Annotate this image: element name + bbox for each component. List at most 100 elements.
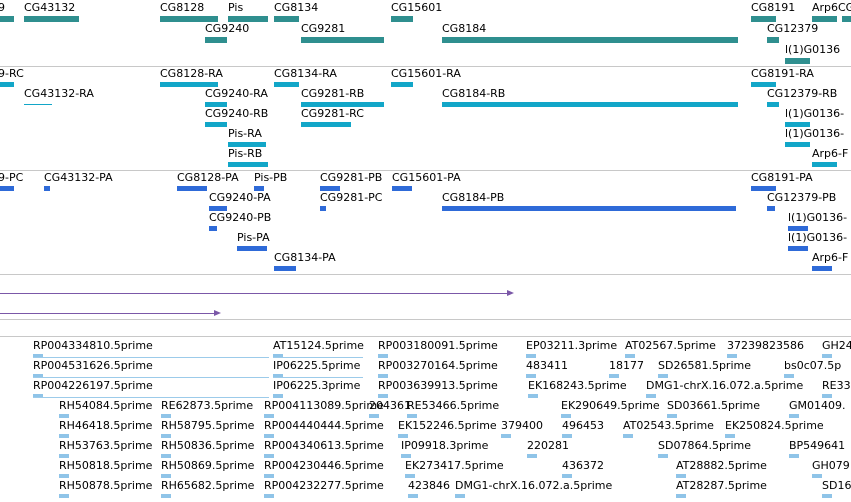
est-feature[interactable] — [625, 354, 635, 358]
est-label[interactable]: RP003639913.5prime — [378, 379, 498, 392]
gene-feature[interactable] — [228, 16, 268, 22]
est-feature[interactable] — [501, 434, 511, 438]
transcript-feature[interactable] — [751, 82, 776, 87]
gene-label[interactable]: Arp6 — [812, 1, 839, 14]
est-label[interactable]: DMG1-chrX.16.072.a.5prime — [646, 379, 804, 392]
est-feature[interactable] — [407, 414, 417, 418]
est-label[interactable]: RH50836.5prime — [161, 439, 255, 452]
transcript-feature[interactable] — [228, 162, 268, 167]
gene-label[interactable]: 9 — [0, 1, 5, 14]
est-label[interactable]: RP004531626.5prime — [33, 359, 153, 372]
polypeptide-label[interactable]: CG15601-PA — [392, 171, 461, 184]
transcript-label[interactable]: l(1)G0136- — [785, 107, 845, 120]
est-label[interactable]: BP549641 — [789, 439, 846, 452]
transcript-label[interactable]: CG8184-RB — [442, 87, 506, 100]
polypeptide-feature[interactable] — [788, 226, 808, 231]
est-feature[interactable] — [378, 354, 388, 358]
est-feature[interactable] — [405, 474, 415, 478]
est-feature[interactable] — [401, 454, 411, 458]
polypeptide-feature[interactable] — [44, 186, 50, 191]
est-feature[interactable] — [378, 374, 388, 378]
est-feature[interactable] — [264, 414, 274, 418]
est-label[interactable]: RP004113089.5prime — [264, 399, 384, 412]
polypeptide-feature[interactable] — [320, 186, 340, 191]
est-feature[interactable] — [264, 494, 274, 498]
polypeptide-label[interactable]: 9-PC — [0, 171, 24, 184]
gene-feature[interactable] — [160, 16, 218, 22]
transcript-label[interactable]: CG8191-RA — [751, 67, 814, 80]
est-feature[interactable] — [812, 474, 822, 478]
polypeptide-feature[interactable] — [237, 246, 267, 251]
est-feature[interactable] — [161, 474, 171, 478]
est-label[interactable]: AT28882.5prime — [676, 459, 767, 472]
est-feature[interactable] — [264, 454, 274, 458]
polypeptide-label[interactable]: CG8184-PB — [442, 191, 505, 204]
gene-label[interactable]: CG8184 — [442, 22, 487, 35]
est-feature[interactable] — [676, 474, 686, 478]
est-feature[interactable] — [161, 434, 171, 438]
est-feature[interactable] — [527, 454, 537, 458]
est-label[interactable]: AT28287.5prime — [676, 479, 767, 492]
transcript-label[interactable]: CG15601-RA — [391, 67, 461, 80]
transcript-label[interactable]: CG43132-RA — [24, 87, 94, 100]
transcript-label[interactable]: l(1)G0136- — [785, 127, 845, 140]
est-feature[interactable] — [59, 454, 69, 458]
est-feature[interactable] — [378, 394, 388, 398]
transcript-feature[interactable] — [442, 102, 738, 107]
est-label[interactable]: SD03661.5prime — [667, 399, 760, 412]
est-feature[interactable] — [562, 434, 572, 438]
polypeptide-feature[interactable] — [209, 226, 217, 231]
transcript-feature[interactable] — [767, 102, 779, 107]
transcript-feature[interactable] — [301, 102, 384, 107]
est-feature[interactable] — [369, 414, 379, 418]
est-label[interactable]: GH079 — [812, 459, 850, 472]
est-label[interactable]: 483411 — [526, 359, 568, 372]
est-label[interactable]: RH65682.5prime — [161, 479, 255, 492]
polypeptide-feature[interactable] — [177, 186, 207, 191]
transcript-label[interactable]: CG9240-RA — [205, 87, 268, 100]
transcript-label[interactable]: CG9281-RB — [301, 87, 365, 100]
est-label[interactable]: EK290649.5prime — [561, 399, 660, 412]
est-label[interactable]: bs0c07.5p — [784, 359, 842, 372]
polypeptide-label[interactable]: CG9281-PC — [320, 191, 383, 204]
gene-label[interactable]: CG8128 — [160, 1, 205, 14]
gene-label[interactable]: CG — [838, 1, 851, 14]
polypeptide-feature[interactable] — [442, 206, 736, 211]
est-label[interactable]: EK250824.5prime — [725, 419, 824, 432]
transcript-feature[interactable] — [205, 102, 227, 107]
transcript-feature[interactable] — [785, 122, 810, 127]
est-label[interactable]: RE62873.5prime — [161, 399, 254, 412]
est-label[interactable]: RH50869.5prime — [161, 459, 255, 472]
transcript-label[interactable]: CG8134-RA — [274, 67, 337, 80]
est-feature[interactable] — [33, 374, 43, 378]
transcript-feature[interactable] — [160, 82, 218, 87]
polypeptide-label[interactable]: CG12379-PB — [767, 191, 837, 204]
est-label[interactable]: SD26581.5prime — [658, 359, 751, 372]
est-label[interactable]: 220281 — [527, 439, 569, 452]
transcript-label[interactable]: CG9240-RB — [205, 107, 269, 120]
gene-feature[interactable] — [785, 58, 810, 64]
est-feature[interactable] — [273, 374, 283, 378]
est-label[interactable]: RP004232277.5prime — [264, 479, 384, 492]
gene-label[interactable]: Pis — [228, 1, 244, 14]
est-label[interactable]: RP004334810.5prime — [33, 339, 153, 352]
est-feature[interactable] — [789, 454, 799, 458]
transcript-feature[interactable] — [24, 104, 52, 105]
est-feature[interactable] — [264, 474, 274, 478]
gene-feature[interactable] — [205, 37, 227, 43]
transcript-feature[interactable] — [274, 82, 299, 87]
transcript-feature[interactable] — [0, 82, 14, 87]
polypeptide-feature[interactable] — [209, 206, 227, 211]
est-feature[interactable] — [667, 414, 677, 418]
est-feature[interactable] — [526, 374, 536, 378]
gene-feature[interactable] — [812, 16, 837, 22]
transcript-feature[interactable] — [301, 122, 351, 127]
gene-feature[interactable] — [24, 16, 79, 22]
polypeptide-feature[interactable] — [812, 266, 832, 271]
transcript-label[interactable]: 9-RC — [0, 67, 24, 80]
est-feature[interactable] — [273, 354, 283, 358]
est-label[interactable]: IP06225.3prime — [273, 379, 361, 392]
est-label[interactable]: RP004440444.5prime — [264, 419, 384, 432]
est-label[interactable]: IP09918.3prime — [401, 439, 489, 452]
est-label[interactable]: 37239823586 — [727, 339, 804, 352]
